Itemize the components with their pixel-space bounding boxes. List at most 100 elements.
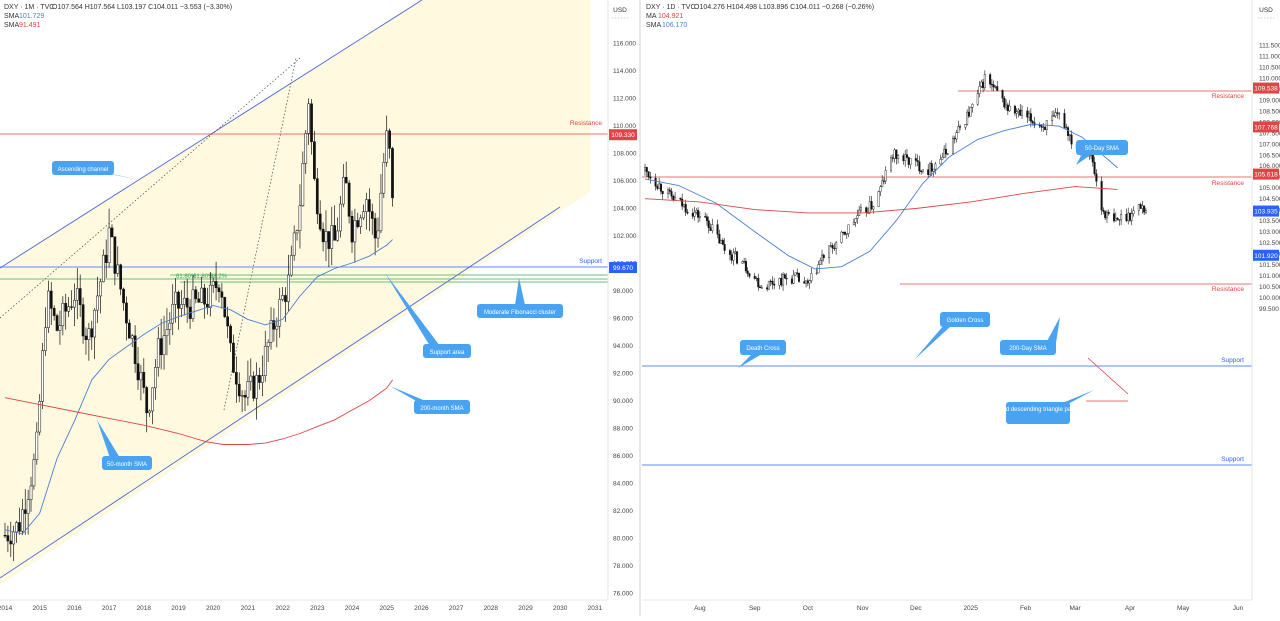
candle-body xyxy=(918,161,921,172)
candle-body xyxy=(932,168,935,172)
candle-body xyxy=(1070,134,1073,145)
candle-body xyxy=(1143,205,1146,213)
price-badge xyxy=(609,262,637,274)
ind2-value: 106.170 xyxy=(662,22,687,29)
candle-body xyxy=(704,216,707,218)
candle-body xyxy=(905,154,908,158)
candle-body xyxy=(914,158,917,161)
candle-body xyxy=(884,170,887,182)
price-badge-label: 109.330 xyxy=(611,132,635,139)
candle-body xyxy=(81,304,85,337)
time-tick: 2015 xyxy=(32,605,47,612)
candle-body xyxy=(890,157,893,171)
price-tick: 105.000 xyxy=(1259,185,1280,192)
candle-body xyxy=(1065,127,1068,129)
legend-header: DXY · 1M · TVC O107.564 H107.564 L103.19… xyxy=(4,4,232,29)
price-tick: 102.500 xyxy=(1259,240,1280,247)
candle-body xyxy=(185,297,189,308)
candle-body xyxy=(697,210,700,218)
price-tick: 108.500 xyxy=(1259,108,1280,115)
candle-body xyxy=(778,278,781,286)
candle-body xyxy=(327,231,331,249)
unit-label: USD xyxy=(613,7,627,14)
candle-body xyxy=(990,84,993,86)
candle-body xyxy=(122,288,125,304)
candle-body xyxy=(780,278,783,286)
ind2-label: SMA xyxy=(646,22,662,29)
svg-text:50-month SMA: 50-month SMA xyxy=(107,462,147,468)
candle-body xyxy=(755,277,758,280)
candle-body xyxy=(376,230,380,239)
candle-body xyxy=(310,103,313,142)
daily-chart-panel: Resistance Resistance Resistance Support… xyxy=(642,0,1280,612)
callout-200-month-sma: 200-month SMA xyxy=(390,386,470,414)
candle-body xyxy=(214,281,218,289)
candle-body xyxy=(1100,181,1103,211)
callout-50-month-sma: 50-month SMA xyxy=(97,420,152,470)
candle-body xyxy=(1125,214,1128,221)
candle-body xyxy=(29,485,33,500)
candle-body xyxy=(1031,120,1034,123)
candle-body xyxy=(263,346,267,376)
candle-body xyxy=(967,111,970,117)
candle-body xyxy=(223,297,227,317)
candle-body xyxy=(1044,126,1047,130)
support-label-2: Support xyxy=(1221,456,1244,463)
candle-body xyxy=(667,189,670,194)
candle-body xyxy=(1040,125,1043,128)
candle-body xyxy=(1056,112,1059,114)
candle-body xyxy=(70,306,73,308)
candle-body xyxy=(1017,109,1020,112)
time-tick: Feb xyxy=(1020,605,1032,612)
candle-body xyxy=(194,289,198,300)
price-badge-label: 105.618 xyxy=(1254,172,1278,179)
candle-body xyxy=(38,401,42,433)
candle-body xyxy=(278,299,282,327)
candle-body xyxy=(748,273,751,277)
candle-body xyxy=(728,250,731,255)
fib-label-2: 61.80% xyxy=(193,274,214,280)
candle-body xyxy=(113,236,117,274)
candle-body xyxy=(909,158,912,165)
price-tick: 110.000 xyxy=(1259,75,1280,82)
candle-body xyxy=(783,274,786,279)
candle-body xyxy=(943,148,946,158)
candle-body xyxy=(44,327,47,351)
candle-body xyxy=(821,254,824,261)
callout-ascending-channel: Ascending channel xyxy=(52,161,140,180)
candle-body xyxy=(792,274,795,284)
candle-body xyxy=(9,540,13,545)
price-tick: 100.500 xyxy=(1259,284,1280,291)
candle-body xyxy=(391,148,394,199)
sma-50-month-line xyxy=(4,239,393,535)
candle-body xyxy=(966,111,969,125)
candle-body xyxy=(668,189,671,192)
candle-body xyxy=(852,221,855,225)
candle-body xyxy=(15,522,18,533)
callout-50-day-sma: 50-Day SMA xyxy=(1076,140,1128,165)
candle-body xyxy=(84,335,88,340)
price-tick: 114.000 xyxy=(613,68,636,75)
time-tick: 2026 xyxy=(414,605,429,612)
sma-200-month-line xyxy=(4,379,393,445)
price-tick: 106.000 xyxy=(613,178,637,185)
candle-body xyxy=(944,148,947,155)
candle-body xyxy=(382,162,386,194)
candle-body xyxy=(946,153,949,155)
time-tick: 2028 xyxy=(484,605,499,612)
candle-body xyxy=(822,254,825,258)
candle-body xyxy=(61,303,65,326)
candle-body xyxy=(388,130,391,149)
candle-body xyxy=(654,177,657,187)
price-axis-ticks: 116.000 114.000 112.000 110.000 108.000 106.0… xyxy=(613,41,637,598)
candle-body xyxy=(994,86,997,88)
candle-body xyxy=(794,272,797,276)
candle-body xyxy=(1038,125,1041,127)
candle-body xyxy=(99,281,102,297)
candle-body xyxy=(142,372,146,388)
svg-text:Golden Cross: Golden Cross xyxy=(947,318,984,324)
ind2-label: SMA xyxy=(4,22,20,29)
price-badge-label: 103.935 xyxy=(1254,209,1278,216)
ohlc-values: O104.276 H104.498 L103.896 C104.011 −0.2… xyxy=(694,4,874,11)
candle-body xyxy=(684,203,687,213)
